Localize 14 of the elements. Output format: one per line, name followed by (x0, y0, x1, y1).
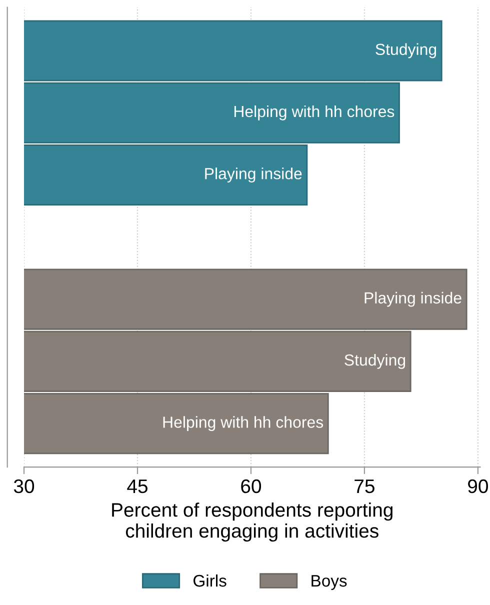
y-tick-label: Helping with hh chores (163, 416, 324, 432)
y-tick-label: Studying (344, 354, 406, 369)
x-tick-label: 90 (468, 479, 488, 494)
y-tick-label: Studying (376, 43, 436, 58)
x-tick-label: 30 (14, 479, 34, 494)
x-axis-title: Percent of respondents reporting children engaging in activities (112, 502, 392, 542)
legend-label: Girls (194, 574, 226, 587)
y-tick-label: Playing inside (205, 168, 302, 182)
y-tick-label: Helping with hh chores (234, 105, 394, 120)
y-tick-label: Playing inside (364, 292, 462, 307)
x-tick-label: 75 (354, 480, 374, 494)
legend-label: Boys (312, 575, 347, 590)
x-tick-label: 60 (241, 479, 262, 494)
x-tick-label: 45 (127, 480, 148, 494)
